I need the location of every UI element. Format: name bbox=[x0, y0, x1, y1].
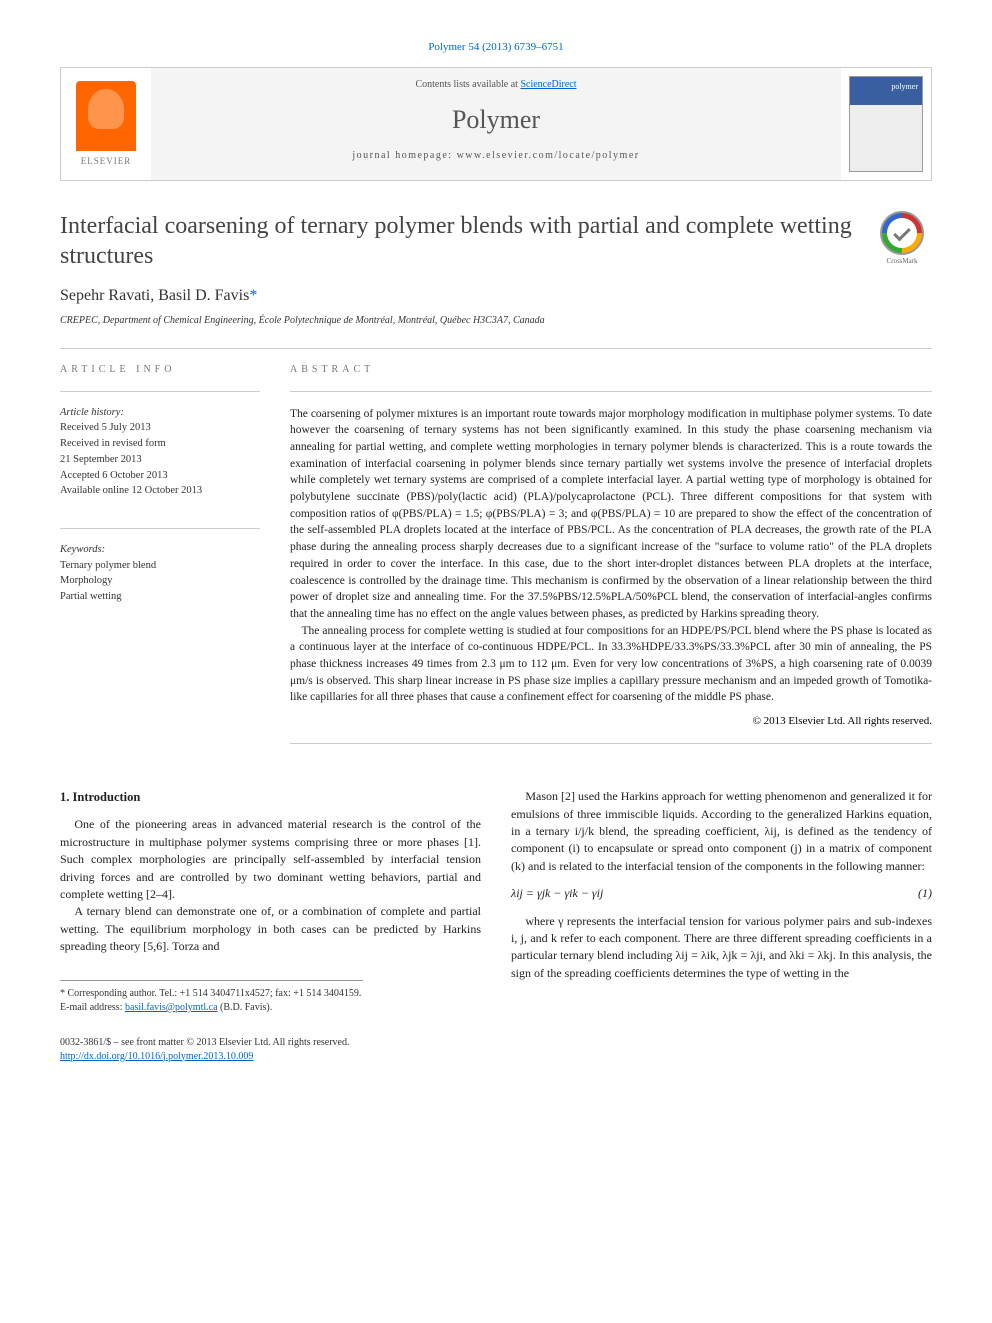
body-right-column: Mason [2] used the Harkins approach for … bbox=[511, 788, 932, 1015]
issn-line: 0032-3861/$ – see front matter © 2013 El… bbox=[60, 1036, 932, 1050]
author-names: Sepehr Ravati, Basil D. Favis bbox=[60, 287, 249, 304]
elsevier-logo: ELSEVIER bbox=[61, 68, 151, 180]
body-left-column: 1. Introduction One of the pioneering ar… bbox=[60, 788, 481, 1015]
equation-number: (1) bbox=[918, 885, 932, 902]
abstract-label: ABSTRACT bbox=[290, 363, 932, 377]
cover-image bbox=[849, 76, 923, 172]
title-row: Interfacial coarsening of ternary polyme… bbox=[60, 211, 932, 271]
intro-p1: One of the pioneering areas in advanced … bbox=[60, 816, 481, 903]
body-columns: 1. Introduction One of the pioneering ar… bbox=[60, 788, 932, 1015]
corresponding-asterisk: * bbox=[249, 287, 257, 304]
abstract-divider bbox=[290, 391, 932, 392]
elsevier-label: ELSEVIER bbox=[81, 155, 132, 168]
homepage-url: www.elsevier.com/locate/polymer bbox=[457, 150, 640, 161]
online-date: Available online 12 October 2013 bbox=[60, 484, 260, 499]
header-center: Contents lists available at ScienceDirec… bbox=[151, 68, 841, 180]
keyword-2: Morphology bbox=[60, 574, 260, 589]
info-abstract-row: ARTICLE INFO Article history: Received 5… bbox=[60, 363, 932, 758]
article-info-label: ARTICLE INFO bbox=[60, 363, 260, 377]
intro-p4: where γ represents the interfacial tensi… bbox=[511, 913, 932, 983]
copyright: © 2013 Elsevier Ltd. All rights reserved… bbox=[290, 714, 932, 729]
authors: Sepehr Ravati, Basil D. Favis* bbox=[60, 285, 932, 307]
abstract-text: The coarsening of polymer mixtures is an… bbox=[290, 406, 932, 706]
abstract-p1: The coarsening of polymer mixtures is an… bbox=[290, 406, 932, 623]
affiliation: CREPEC, Department of Chemical Engineeri… bbox=[60, 314, 932, 328]
crossmark-badge[interactable]: CrossMark bbox=[872, 211, 932, 267]
crossmark-label: CrossMark bbox=[872, 257, 932, 267]
abstract-column: ABSTRACT The coarsening of polymer mixtu… bbox=[290, 363, 932, 758]
info-divider bbox=[60, 391, 260, 392]
article-history-block: Article history: Received 5 July 2013 Re… bbox=[60, 406, 260, 499]
contents-prefix: Contents lists available at bbox=[415, 79, 520, 90]
corresponding-email-line: E-mail address: basil.favis@polymtl.ca (… bbox=[60, 1001, 363, 1016]
intro-p3: Mason [2] used the Harkins approach for … bbox=[511, 788, 932, 875]
info-divider-2 bbox=[60, 528, 260, 529]
journal-reference: Polymer 54 (2013) 6739–6751 bbox=[60, 40, 932, 55]
equation-expr: λij = γjk − γik − γij bbox=[511, 885, 603, 902]
corresponding-footnote: * Corresponding author. Tel.: +1 514 340… bbox=[60, 980, 363, 1016]
intro-p2: A ternary blend can demonstrate one of, … bbox=[60, 903, 481, 955]
revised-line1: Received in revised form bbox=[60, 437, 260, 452]
divider bbox=[60, 348, 932, 349]
email-label: E-mail address: bbox=[60, 1002, 125, 1013]
email-after: (B.D. Favis). bbox=[218, 1002, 273, 1013]
keyword-1: Ternary polymer blend bbox=[60, 559, 260, 574]
elsevier-tree-icon bbox=[76, 81, 136, 151]
equation-1: λij = γjk − γik − γij (1) bbox=[511, 885, 932, 902]
received-date: Received 5 July 2013 bbox=[60, 421, 260, 436]
article-info-column: ARTICLE INFO Article history: Received 5… bbox=[60, 363, 260, 758]
accepted-date: Accepted 6 October 2013 bbox=[60, 469, 260, 484]
doi-link[interactable]: http://dx.doi.org/10.1016/j.polymer.2013… bbox=[60, 1051, 253, 1062]
journal-cover-thumb bbox=[841, 68, 931, 180]
keywords-block: Keywords: Ternary polymer blend Morpholo… bbox=[60, 543, 260, 605]
keywords-heading: Keywords: bbox=[60, 543, 260, 558]
abstract-p2: The annealing process for complete wetti… bbox=[290, 623, 932, 706]
sciencedirect-link[interactable]: ScienceDirect bbox=[520, 79, 576, 90]
section-heading-intro: 1. Introduction bbox=[60, 788, 481, 806]
crossmark-icon bbox=[880, 211, 924, 255]
corresponding-tel: * Corresponding author. Tel.: +1 514 340… bbox=[60, 987, 363, 1002]
history-heading: Article history: bbox=[60, 406, 260, 421]
email-link[interactable]: basil.favis@polymtl.ca bbox=[125, 1002, 218, 1013]
journal-homepage: journal homepage: www.elsevier.com/locat… bbox=[161, 149, 831, 163]
homepage-label: journal homepage: bbox=[352, 150, 456, 161]
article-title: Interfacial coarsening of ternary polyme… bbox=[60, 211, 872, 271]
journal-header-box: ELSEVIER Contents lists available at Sci… bbox=[60, 67, 932, 181]
abstract-bottom-divider bbox=[290, 743, 932, 744]
revised-line2: 21 September 2013 bbox=[60, 453, 260, 468]
keyword-3: Partial wetting bbox=[60, 590, 260, 605]
contents-available-text: Contents lists available at ScienceDirec… bbox=[161, 78, 831, 92]
journal-name: Polymer bbox=[161, 102, 831, 138]
footer: 0032-3861/$ – see front matter © 2013 El… bbox=[60, 1036, 932, 1064]
